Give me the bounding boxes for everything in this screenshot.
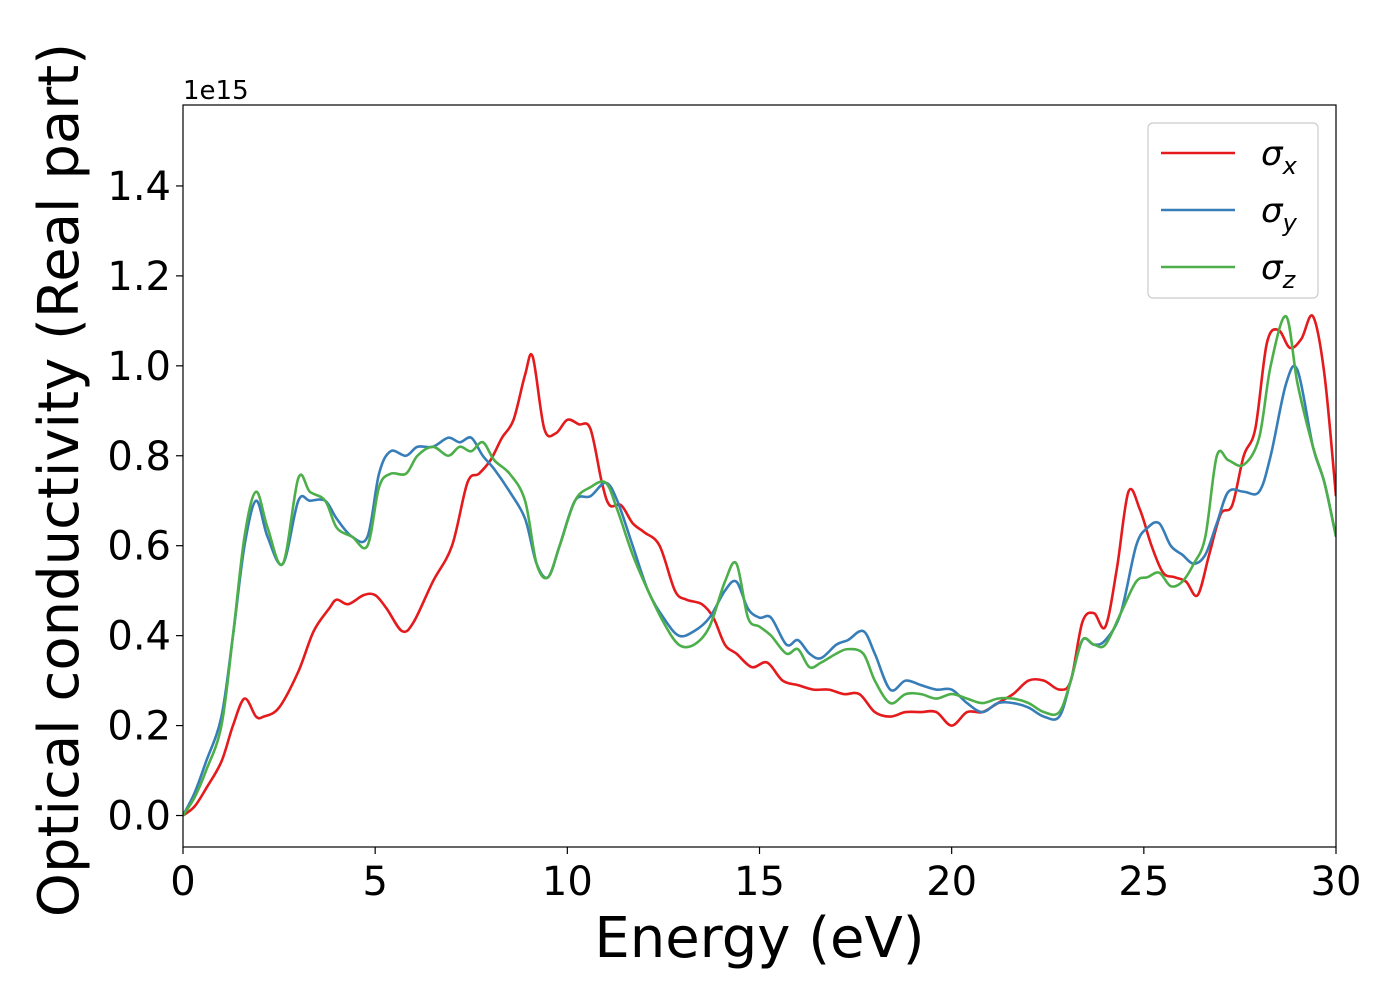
y-tick-label: 0.8 <box>107 434 171 480</box>
x-tick-label: 25 <box>1118 859 1169 905</box>
x-tick-label: 30 <box>1311 859 1362 905</box>
legend-label: σy <box>1261 191 1298 237</box>
x-tick-label: 0 <box>170 859 195 905</box>
y-tick-label: 1.2 <box>107 254 171 300</box>
x-tick-label: 5 <box>362 859 387 905</box>
x-tick-label: 15 <box>734 859 785 905</box>
series-layer <box>183 314 1336 817</box>
x-ticks: 0 5 10 15 20 25 30 <box>170 847 1361 905</box>
x-axis-label: Energy (eV) <box>594 906 924 971</box>
series-line-z <box>183 315 1336 817</box>
legend: σx σy σz <box>1147 122 1319 299</box>
y-offset-label: 1e15 <box>183 76 249 106</box>
y-ticks: 0.0 0.2 0.4 0.6 0.8 1.0 1.2 1.4 <box>107 164 183 840</box>
series-line-x <box>183 314 1336 817</box>
y-tick-label: 0.0 <box>107 794 171 840</box>
y-axis-label: Optical conductivity (Real part) <box>27 43 92 917</box>
legend-label: σx <box>1261 134 1298 180</box>
series-line-y <box>183 364 1336 817</box>
x-tick-label: 10 <box>542 859 593 905</box>
y-tick-label: 0.2 <box>107 704 171 750</box>
y-tick-label: 1.4 <box>107 164 171 210</box>
y-tick-label: 1.0 <box>107 344 171 390</box>
x-tick-label: 20 <box>926 859 977 905</box>
legend-label: σz <box>1261 248 1297 294</box>
y-tick-label: 0.4 <box>107 614 171 660</box>
y-tick-label: 0.6 <box>107 524 171 570</box>
